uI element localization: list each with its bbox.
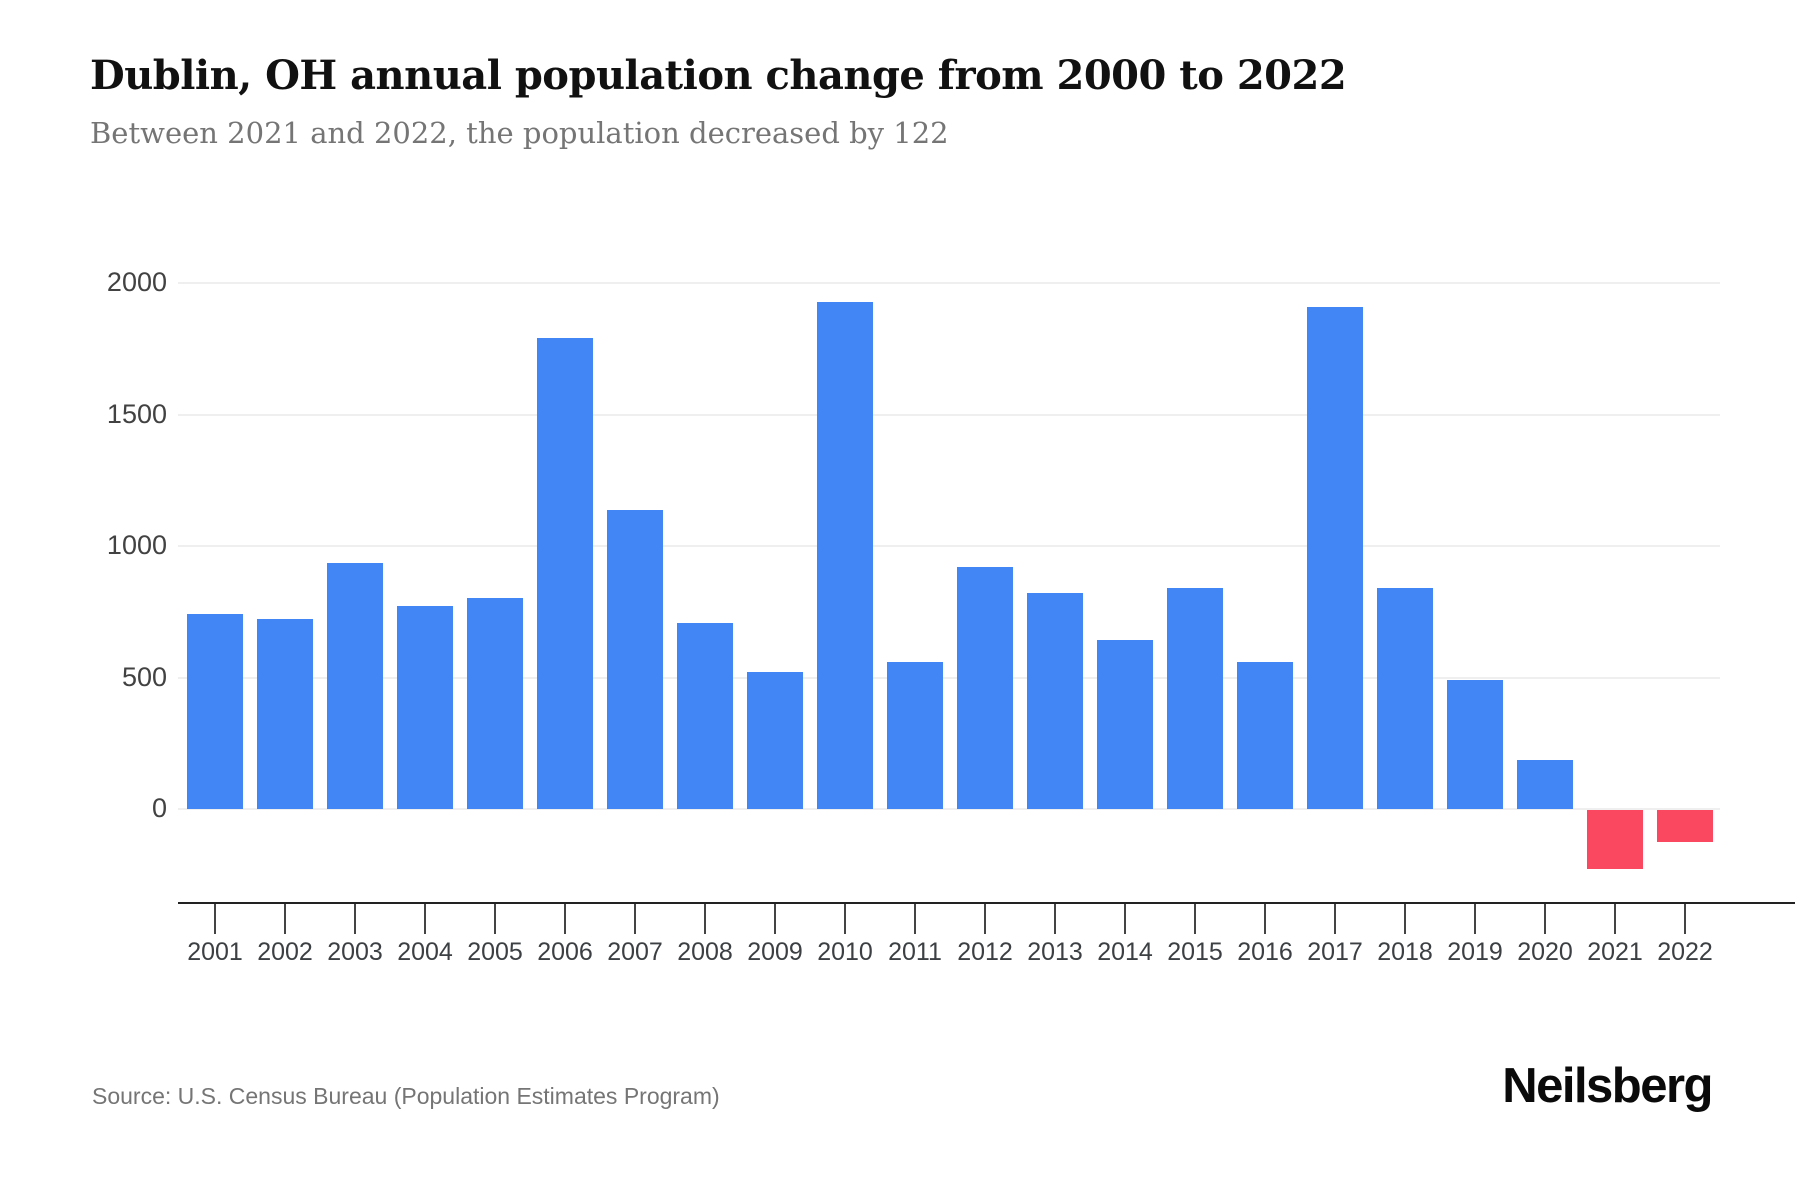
bar-2008[interactable]	[677, 623, 733, 809]
bar-2013[interactable]	[1027, 593, 1083, 809]
x-axis-label-2008: 2008	[677, 938, 733, 966]
x-tick-2008	[704, 904, 706, 934]
x-tick-2010	[844, 904, 846, 934]
x-tick-2022	[1684, 904, 1686, 934]
bar-2009[interactable]	[747, 671, 803, 809]
x-tick-2004	[424, 904, 426, 934]
x-tick-2020	[1544, 904, 1546, 934]
y-axis-label-2000: 2000	[106, 267, 167, 297]
x-tick-2005	[494, 904, 496, 934]
x-axis-label-2005: 2005	[467, 938, 523, 966]
brand-logo: Neilsberg	[1502, 1059, 1713, 1113]
x-tick-2017	[1334, 904, 1336, 934]
x-tick-2018	[1404, 904, 1406, 934]
bar-2018[interactable]	[1377, 588, 1433, 809]
x-tick-2015	[1194, 904, 1196, 934]
source-note: Source: U.S. Census Bureau (Population E…	[92, 1083, 720, 1109]
x-axis-label-2017: 2017	[1307, 938, 1363, 966]
bar-2017[interactable]	[1307, 306, 1363, 809]
y-axis-label-1500: 1500	[106, 398, 167, 429]
x-tick-2019	[1474, 904, 1476, 934]
x-tick-2006	[564, 904, 566, 934]
bar-2016[interactable]	[1237, 661, 1293, 809]
bar-2019[interactable]	[1447, 680, 1503, 809]
bar-2002[interactable]	[257, 618, 313, 809]
gridline-500	[178, 676, 1720, 679]
bar-2020[interactable]	[1517, 760, 1573, 809]
x-tick-2013	[1054, 904, 1056, 934]
bar-2010[interactable]	[817, 301, 873, 809]
bar-2003[interactable]	[327, 562, 383, 809]
x-tick-2001	[214, 904, 216, 934]
bar-2004[interactable]	[397, 605, 453, 809]
x-axis-label-2006: 2006	[537, 938, 593, 966]
gridline-1000	[178, 545, 1720, 547]
y-axis-label-500: 500	[121, 661, 167, 692]
x-axis-label-2013: 2013	[1027, 938, 1083, 966]
x-axis-label-2001: 2001	[187, 938, 243, 966]
chart-subtitle: Between 2021 and 2022, the population de…	[90, 116, 949, 150]
bar-2011[interactable]	[887, 661, 943, 809]
x-axis-label-2002: 2002	[257, 938, 313, 966]
x-axis-label-2020: 2020	[1517, 938, 1573, 966]
chart-title: Dublin, OH annual population change from…	[90, 52, 1347, 99]
x-tick-2014	[1124, 904, 1126, 934]
x-tick-2007	[634, 904, 636, 934]
bar-2012[interactable]	[957, 567, 1013, 809]
x-tick-2002	[284, 904, 286, 934]
x-axis-label-2010: 2010	[817, 938, 873, 966]
x-tick-2009	[774, 904, 776, 934]
x-axis-label-2012: 2012	[957, 938, 1013, 966]
x-tick-2011	[914, 904, 916, 934]
x-axis-label-2016: 2016	[1237, 938, 1293, 966]
x-axis-label-2015: 2015	[1167, 938, 1223, 966]
x-axis-label-2014: 2014	[1097, 938, 1153, 966]
x-axis-label-2022: 2022	[1657, 938, 1713, 966]
bar-2007[interactable]	[607, 509, 663, 809]
y-axis-label-1000: 1000	[106, 530, 167, 560]
bar-2021[interactable]	[1587, 810, 1643, 869]
x-axis-label-2007: 2007	[607, 938, 663, 966]
x-axis-line	[178, 902, 1795, 904]
x-axis-label-2019: 2019	[1447, 938, 1503, 966]
gridline-1500	[178, 413, 1720, 416]
x-tick-2016	[1264, 904, 1266, 934]
plot-area: 0 500 1000 1500 2000 2001 2002 2003 2004 2005 2006…	[106, 267, 1795, 966]
x-tick-2003	[354, 904, 356, 934]
y-axis-label-0: 0	[151, 793, 167, 823]
x-axis-label-2004: 2004	[397, 938, 453, 966]
x-axis-label-2011: 2011	[888, 938, 942, 966]
bar-2005[interactable]	[467, 597, 523, 809]
x-axis-label-2003: 2003	[327, 938, 383, 966]
bar-2022[interactable]	[1657, 810, 1713, 843]
x-axis-label-2009: 2009	[747, 938, 803, 966]
bar-2015[interactable]	[1167, 588, 1223, 809]
x-tick-2012	[984, 904, 986, 934]
gridline-0	[178, 808, 1720, 810]
bar-2001[interactable]	[187, 614, 243, 809]
bar-2006[interactable]	[537, 337, 593, 809]
x-axis-label-2018: 2018	[1377, 938, 1433, 966]
x-tick-2021	[1614, 904, 1616, 934]
gridline-2000	[178, 282, 1720, 284]
x-axis-label-2021: 2021	[1587, 938, 1643, 966]
bar-2014[interactable]	[1097, 639, 1153, 809]
